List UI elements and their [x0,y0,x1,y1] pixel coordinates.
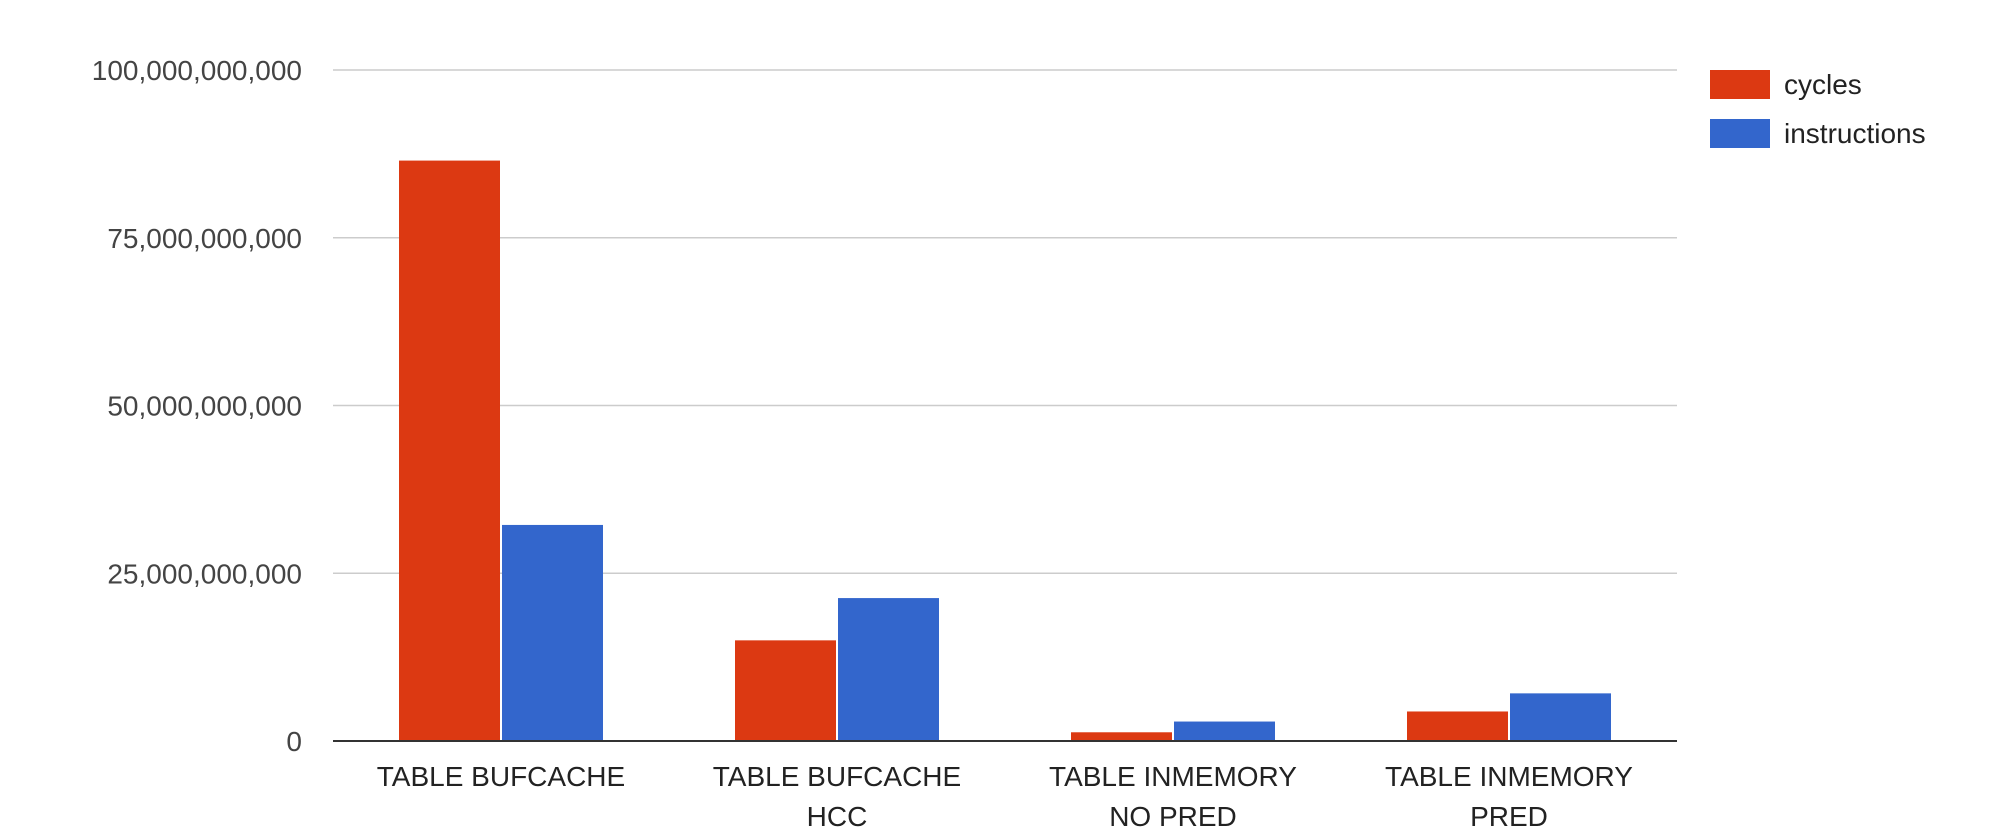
bar-instructions [1174,721,1275,741]
legend-swatch-instructions [1710,119,1770,148]
y-tick-label: 50,000,000,000 [107,391,302,422]
bar-cycles [735,640,836,741]
x-category-label: TABLE BUFCACHE HCC [713,761,961,832]
gridlines [333,69,1677,574]
x-category-label-line: TABLE INMEMORY [1049,761,1297,792]
y-tick-label: 100,000,000,000 [92,55,302,86]
y-tick-label: 0 [286,726,302,757]
x-category-label: TABLE INMEMORY NO PRED [1049,761,1297,832]
bar-cycles [1407,711,1508,741]
x-axis-category-labels: TABLE BUFCACHE TABLE BUFCACHE HCC TABLE INM… [377,761,1633,832]
bar-instructions [1510,693,1611,741]
legend-label: cycles [1784,69,1862,100]
y-tick-label: 25,000,000,000 [107,558,302,589]
x-category-label: TABLE BUFCACHE [377,761,625,792]
x-category-label-line: TABLE BUFCACHE [713,761,961,792]
bar-cycles [1071,732,1172,741]
x-category-label-line: TABLE INMEMORY [1385,761,1633,792]
y-axis-tick-labels: 0 25,000,000,000 50,000,000,000 75,000,000,… [92,55,302,757]
x-category-label-line: NO PRED [1109,801,1237,832]
x-category-label-line: PRED [1470,801,1548,832]
x-category-label-line: HCC [807,801,868,832]
legend-label: instructions [1784,118,1926,149]
bars [399,160,1611,741]
y-tick-label: 75,000,000,000 [107,223,302,254]
legend-swatch-cycles [1710,70,1770,99]
bar-cycles [399,160,500,741]
bar-instructions [502,524,603,741]
x-category-label-line: TABLE BUFCACHE [377,761,625,792]
legend: cycles instructions [1710,69,1926,149]
bar-instructions [838,598,939,741]
x-category-label: TABLE INMEMORY PRED [1385,761,1633,832]
